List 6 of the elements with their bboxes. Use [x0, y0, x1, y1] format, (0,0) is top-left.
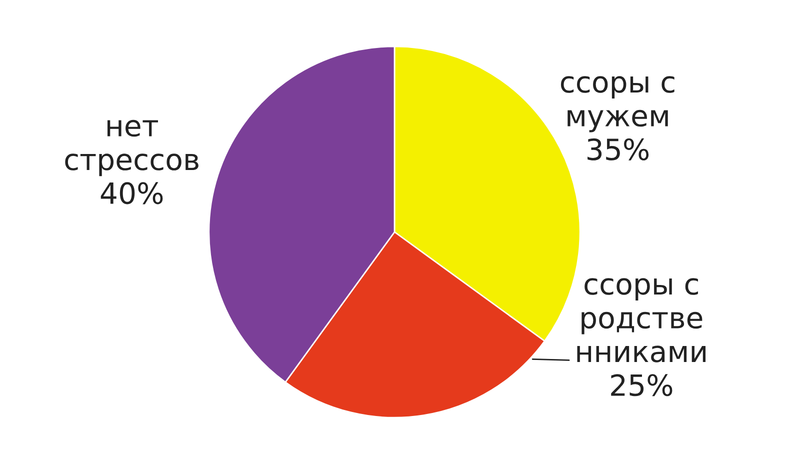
slice-label: нет стрессов [65, 120, 198, 176]
slice-label: ссоры с родстве нниками [577, 278, 706, 362]
slice-label: ссоры с мужем [560, 76, 674, 132]
data-label: 40% [100, 182, 163, 204]
data-label: 25% [611, 374, 672, 396]
data-label: 35% [588, 138, 649, 160]
